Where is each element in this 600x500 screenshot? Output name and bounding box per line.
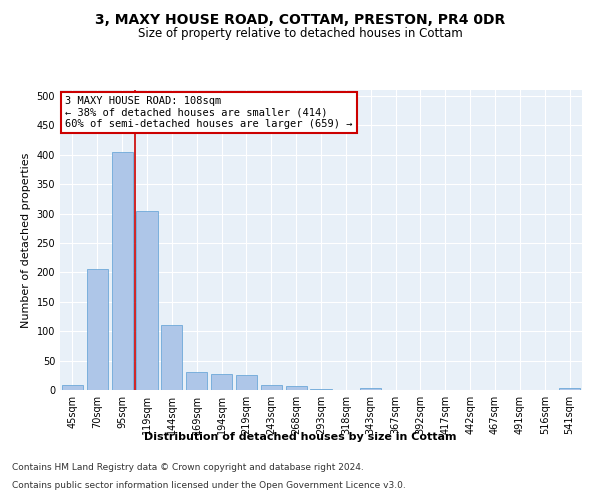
Bar — [161, 326, 182, 390]
Bar — [261, 386, 282, 390]
Text: Contains public sector information licensed under the Open Government Licence v3: Contains public sector information licen… — [12, 481, 406, 490]
Text: Distribution of detached houses by size in Cottam: Distribution of detached houses by size … — [144, 432, 456, 442]
Bar — [310, 389, 332, 390]
Bar — [559, 388, 580, 390]
Text: 3 MAXY HOUSE ROAD: 108sqm
← 38% of detached houses are smaller (414)
60% of semi: 3 MAXY HOUSE ROAD: 108sqm ← 38% of detac… — [65, 96, 353, 129]
Bar — [211, 374, 232, 390]
Text: 3, MAXY HOUSE ROAD, COTTAM, PRESTON, PR4 0DR: 3, MAXY HOUSE ROAD, COTTAM, PRESTON, PR4… — [95, 12, 505, 26]
Bar — [112, 152, 133, 390]
Bar — [286, 386, 307, 390]
Bar — [136, 210, 158, 390]
Bar — [62, 386, 83, 390]
Bar — [360, 388, 381, 390]
Bar — [87, 270, 108, 390]
Text: Contains HM Land Registry data © Crown copyright and database right 2024.: Contains HM Land Registry data © Crown c… — [12, 464, 364, 472]
Bar — [236, 376, 257, 390]
Y-axis label: Number of detached properties: Number of detached properties — [21, 152, 31, 328]
Bar — [186, 372, 207, 390]
Text: Size of property relative to detached houses in Cottam: Size of property relative to detached ho… — [137, 28, 463, 40]
